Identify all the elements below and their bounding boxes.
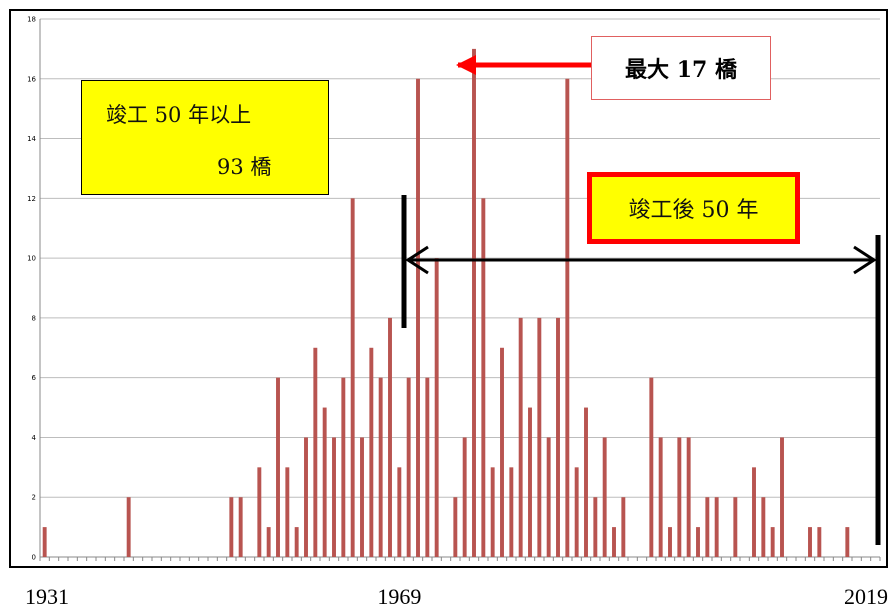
y-tick-label: 16 [27, 75, 36, 83]
bar-1952 [238, 497, 243, 557]
bar-1977 [472, 48, 476, 558]
bar-1957 [285, 467, 290, 557]
bar-1981 [509, 467, 514, 557]
bar-1964 [350, 198, 355, 558]
bar-1969 [397, 467, 402, 557]
bar-2002 [705, 497, 710, 557]
bar-1973 [434, 258, 439, 557]
bar-1940 [126, 497, 131, 557]
x-label-1931: 1931 [25, 584, 69, 609]
bar-1993 [621, 497, 626, 557]
bar-1963 [341, 377, 346, 557]
bar-2009 [770, 527, 775, 557]
period-callout: 竣工後 50 年 [587, 172, 800, 244]
bar-2008 [761, 497, 766, 557]
y-tick-label: 18 [27, 16, 36, 24]
y-tick-label: 8 [32, 314, 36, 322]
bar-2014 [817, 527, 822, 557]
bar-1965 [360, 437, 364, 557]
y-tick-label: 12 [27, 195, 36, 203]
bar-2005 [733, 497, 738, 557]
y-tick-label: 4 [32, 434, 37, 442]
period-arrow-right-head [853, 245, 877, 275]
bar-1955 [266, 527, 271, 557]
bars [42, 48, 850, 558]
bar-1967 [378, 377, 383, 557]
bar-1966 [369, 347, 374, 557]
bar-1972 [425, 377, 430, 557]
bar-2007 [752, 467, 756, 557]
bar-2001 [696, 527, 700, 557]
bar-2003 [714, 497, 719, 557]
bar-2017 [845, 527, 850, 557]
period-label: 竣工後 50 年 [628, 198, 759, 223]
y-tick-label: 0 [32, 554, 36, 562]
bar-1970 [406, 377, 411, 557]
y-tick-label: 2 [32, 494, 36, 502]
bar-1954 [257, 467, 262, 557]
bar-1975 [453, 497, 458, 557]
bar-1998 [668, 527, 672, 557]
bar-1990 [593, 497, 598, 557]
bar-1979 [490, 467, 495, 557]
over-50-years-label: 竣工 50 年以上 [106, 103, 252, 127]
bar-1960 [313, 347, 318, 557]
bar-1980 [500, 347, 504, 557]
max-label: 最大 17 橋 [625, 57, 737, 83]
bar-1982 [518, 317, 523, 557]
bar-1976 [462, 437, 467, 557]
bar-1962 [332, 437, 336, 557]
max-callout: 最大 17 橋 [591, 36, 771, 100]
over-50-years-count: 93 橋 [217, 155, 272, 179]
bar-1992 [612, 527, 616, 557]
bar-1999 [677, 437, 682, 557]
bar-1931 [42, 527, 47, 557]
bar-1951 [229, 497, 234, 557]
y-axis-ticks: 0 2 4 6 8 10 12 14 16 18 [27, 16, 36, 562]
bar-1968 [388, 317, 392, 557]
bar-1971 [416, 78, 420, 558]
bar-1956 [276, 377, 280, 557]
bar-2013 [808, 527, 812, 557]
bar-1983 [528, 407, 532, 557]
bar-1986 [556, 317, 560, 557]
period-arrow-left-head [405, 245, 429, 275]
bar-1978 [481, 198, 486, 558]
x-axis-ticks [39, 557, 881, 561]
bar-1989 [584, 407, 588, 557]
bar-1985 [546, 437, 551, 557]
bar-2010 [780, 437, 784, 557]
y-tick-label: 10 [27, 255, 36, 263]
bar-1958 [294, 527, 299, 557]
bar-2000 [686, 437, 691, 557]
x-axis-year-labels: 1931 1969 2019 [25, 584, 888, 609]
bar-1959 [304, 437, 308, 557]
bar-1988 [574, 467, 579, 557]
y-tick-label: 6 [32, 374, 37, 382]
bar-1997 [658, 437, 663, 557]
y-tick-label: 14 [27, 135, 36, 143]
bar-1996 [649, 377, 654, 557]
x-label-2019: 2019 [844, 584, 888, 609]
over-50-years-callout: 竣工 50 年以上 93 橋 [81, 80, 329, 195]
bar-1984 [537, 317, 542, 557]
bar-1991 [602, 437, 607, 557]
bar-1961 [322, 407, 327, 557]
bar-1987 [565, 78, 570, 558]
x-label-1969: 1969 [377, 584, 421, 609]
